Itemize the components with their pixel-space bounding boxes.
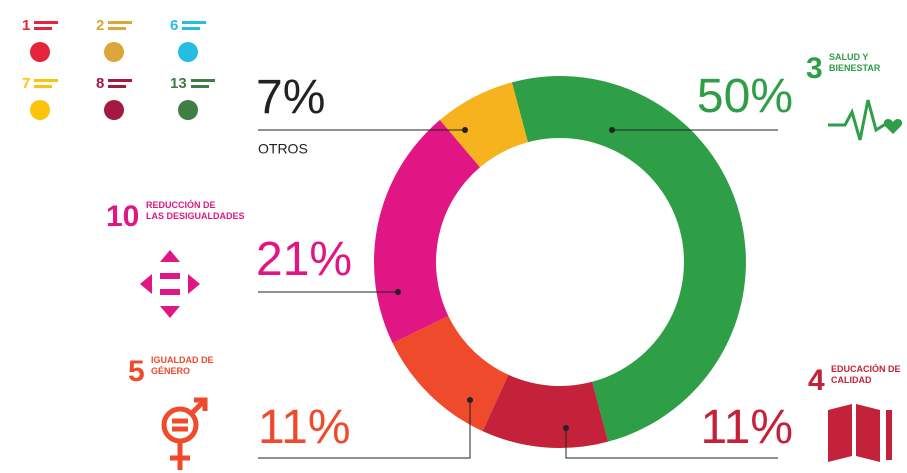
category-label: OTROS bbox=[258, 141, 308, 157]
other-goal-icon bbox=[30, 42, 50, 62]
other-goal-number: 13 bbox=[170, 75, 187, 92]
other-goal-text bbox=[182, 21, 206, 24]
other-goal-number: 6 bbox=[170, 17, 178, 34]
leader-dot bbox=[609, 127, 615, 133]
equality-arrows bbox=[140, 250, 200, 318]
donut-slice bbox=[482, 374, 609, 448]
donut-slice bbox=[374, 119, 480, 343]
leader-dot bbox=[462, 127, 468, 133]
goal-label-line: IGUALDAD DE bbox=[151, 355, 214, 365]
goal-number: 5 bbox=[128, 355, 145, 388]
other-goal-text bbox=[191, 85, 209, 88]
other-goal-text bbox=[34, 27, 52, 30]
goal-label: EDUCACIÓN DE CALIDAD bbox=[831, 363, 901, 385]
goal-label-line: CALIDAD bbox=[831, 375, 872, 385]
other-goal-text bbox=[108, 27, 126, 30]
other-goal-icon bbox=[178, 100, 198, 120]
other-goal-number: 1 bbox=[22, 17, 30, 34]
goal-label-line: BIENESTAR bbox=[829, 63, 881, 73]
other-goal-text bbox=[108, 21, 132, 24]
goal-number: 3 bbox=[806, 52, 823, 85]
goal-label-line: EDUCACIÓN DE bbox=[831, 363, 901, 374]
other-goal-icon bbox=[104, 42, 124, 62]
icon-decorations bbox=[140, 99, 903, 470]
book-icon bbox=[828, 404, 880, 462]
goal-label: IGUALDAD DE GÉNERO bbox=[151, 355, 214, 376]
leader-line bbox=[565, 428, 778, 459]
other-goal-icon bbox=[178, 42, 198, 62]
leader-dot bbox=[467, 397, 473, 403]
other-goal-icon bbox=[30, 100, 50, 120]
goal-label: SALUD Y BIENESTAR bbox=[829, 52, 881, 73]
other-goal-number: 7 bbox=[22, 75, 30, 92]
value-label: 21% bbox=[256, 233, 352, 286]
donut-slice bbox=[392, 315, 509, 432]
value-label: 7% bbox=[256, 71, 325, 124]
other-goal-text bbox=[34, 79, 58, 82]
leader-line bbox=[258, 400, 471, 459]
health-icon bbox=[828, 99, 893, 141]
donut-slice bbox=[439, 82, 528, 168]
goal-number: 10 bbox=[106, 200, 139, 233]
goal-label-line: SALUD Y bbox=[829, 52, 868, 62]
other-goal-text bbox=[34, 21, 58, 24]
other-goal-number: 8 bbox=[96, 75, 104, 92]
leader-dot bbox=[395, 289, 401, 295]
goal-label-line: REDUCCIÓN DE bbox=[146, 199, 216, 210]
other-goal-text bbox=[108, 79, 132, 82]
donut-slice bbox=[511, 76, 746, 442]
value-label: 11% bbox=[700, 401, 793, 454]
other-goal-text bbox=[108, 85, 126, 88]
other-goal-number: 2 bbox=[96, 17, 104, 34]
value-label: 50% bbox=[697, 70, 793, 123]
gender-icon bbox=[161, 397, 208, 470]
other-goal-text bbox=[34, 85, 52, 88]
goal-label-line: LAS DESIGUALDADES bbox=[146, 211, 245, 221]
goal-number: 4 bbox=[808, 364, 825, 397]
other-goal-icon bbox=[104, 100, 124, 120]
goal-label-line: GÉNERO bbox=[151, 366, 190, 376]
other-goal-text bbox=[182, 27, 200, 30]
leader-dot bbox=[563, 425, 569, 431]
other-goal-text bbox=[191, 79, 215, 82]
pencil-icon bbox=[886, 410, 892, 460]
goal-label: REDUCCIÓN DE LAS DESIGUALDADES bbox=[146, 199, 245, 221]
value-label: 11% bbox=[258, 401, 351, 454]
labels: 50% 11% 11% 21% 7% OTROS bbox=[256, 70, 793, 459]
goal-icons: 3 SALUD Y BIENESTAR 4 EDUCACIÓN DE CALIDAD 5 IG… bbox=[22, 17, 901, 397]
donut bbox=[374, 76, 746, 448]
heart-icon bbox=[883, 119, 903, 134]
